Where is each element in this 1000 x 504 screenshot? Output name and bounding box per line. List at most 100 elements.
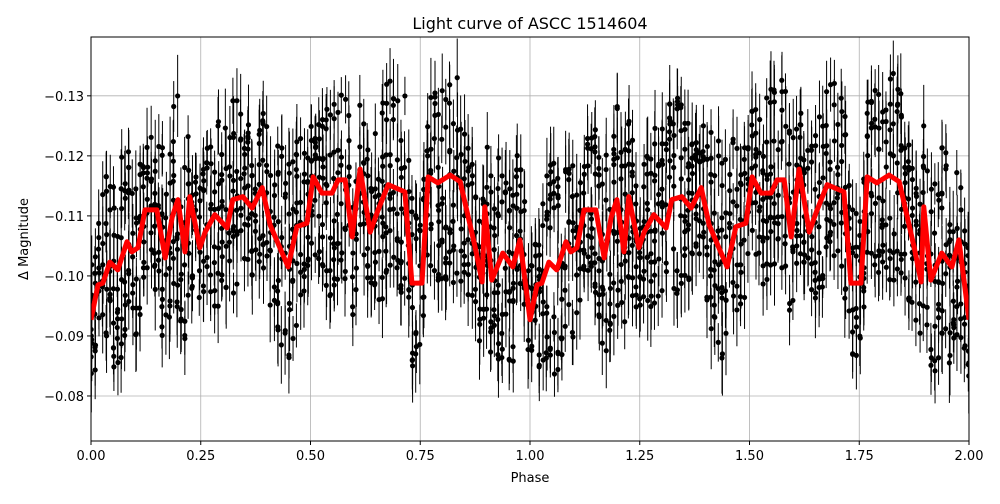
data-point <box>282 180 289 186</box>
data-point <box>495 210 501 217</box>
x-tick-label: 1.00 <box>516 449 545 464</box>
data-point <box>379 274 385 281</box>
data-point <box>395 98 401 104</box>
data-point <box>689 250 695 256</box>
data-point <box>730 279 736 286</box>
data-point <box>185 133 191 140</box>
data-point <box>151 250 158 256</box>
data-point <box>323 126 329 132</box>
data-point <box>876 91 882 98</box>
data-point <box>965 253 969 259</box>
data-point <box>872 200 879 206</box>
data-point <box>823 89 830 95</box>
data-point <box>596 165 602 172</box>
data-point <box>876 195 882 201</box>
data-point <box>629 190 635 196</box>
data-point <box>372 282 378 288</box>
data-point <box>234 98 240 104</box>
data-point <box>461 269 467 275</box>
data-point <box>96 234 102 241</box>
data-point <box>872 116 878 122</box>
data-point <box>835 121 841 128</box>
data-point <box>257 127 263 133</box>
data-point <box>100 191 106 198</box>
data-point <box>719 227 725 233</box>
data-point <box>211 244 217 250</box>
data-point <box>555 203 561 209</box>
data-point <box>868 250 875 256</box>
data-point <box>891 277 897 283</box>
data-point <box>159 332 165 338</box>
data-point <box>812 133 819 139</box>
y-axis: −0.13 −0.12 −0.11 −0.10 −0.09 −0.08 <box>44 90 91 405</box>
data-point <box>208 289 214 295</box>
data-point <box>502 265 508 271</box>
data-point <box>849 207 856 213</box>
data-point <box>335 170 341 176</box>
data-point <box>670 246 677 252</box>
x-axis-label: Phase <box>511 471 550 486</box>
data-point <box>447 226 453 233</box>
y-tick-label: −0.12 <box>44 150 84 165</box>
data-point <box>719 351 726 357</box>
data-point <box>499 173 505 179</box>
data-point <box>136 305 143 311</box>
data-point <box>171 103 177 110</box>
data-point <box>812 295 819 301</box>
data-point <box>193 174 199 180</box>
data-point <box>503 311 509 317</box>
data-point <box>495 155 502 161</box>
data-point <box>894 248 900 254</box>
data-point <box>357 144 363 150</box>
data-point <box>723 234 729 240</box>
data-point <box>887 101 893 107</box>
data-point <box>727 171 733 178</box>
data-point <box>327 293 333 299</box>
data-point <box>696 251 702 257</box>
data-point <box>823 122 829 129</box>
data-point <box>196 268 203 274</box>
data-point <box>805 255 811 261</box>
data-point <box>719 295 725 301</box>
data-point <box>297 269 304 275</box>
data-point <box>171 280 177 287</box>
data-point <box>887 215 893 221</box>
data-point <box>119 154 125 160</box>
data-point <box>491 313 498 319</box>
data-point <box>611 151 617 157</box>
data-point <box>514 153 520 159</box>
data-point <box>443 96 449 103</box>
data-point <box>753 154 759 160</box>
data-point <box>375 176 382 182</box>
data-point <box>734 307 740 313</box>
data-point <box>196 214 203 220</box>
data-point <box>372 130 378 137</box>
data-point <box>805 165 811 171</box>
data-point <box>461 240 467 246</box>
data-point <box>369 188 375 195</box>
data-point <box>707 273 714 279</box>
data-point <box>91 262 95 268</box>
data-point <box>809 143 815 149</box>
data-point <box>540 222 546 229</box>
data-point <box>716 262 722 268</box>
data-point <box>775 147 781 153</box>
data-point <box>924 322 930 328</box>
data-point <box>166 314 172 320</box>
chart-title: Light curve of ASCC 1514604 <box>412 14 647 33</box>
data-point <box>831 102 837 108</box>
data-point <box>141 259 147 265</box>
data-point <box>853 253 859 259</box>
data-point <box>387 163 393 169</box>
data-point <box>711 313 717 320</box>
data-point <box>592 289 599 295</box>
data-point <box>279 153 285 159</box>
data-point <box>327 112 333 118</box>
data-point <box>428 94 434 101</box>
data-point <box>701 229 707 235</box>
data-point <box>275 324 281 330</box>
data-point <box>633 201 639 207</box>
data-point <box>394 157 400 163</box>
data-point <box>737 180 744 186</box>
data-point <box>503 180 509 186</box>
